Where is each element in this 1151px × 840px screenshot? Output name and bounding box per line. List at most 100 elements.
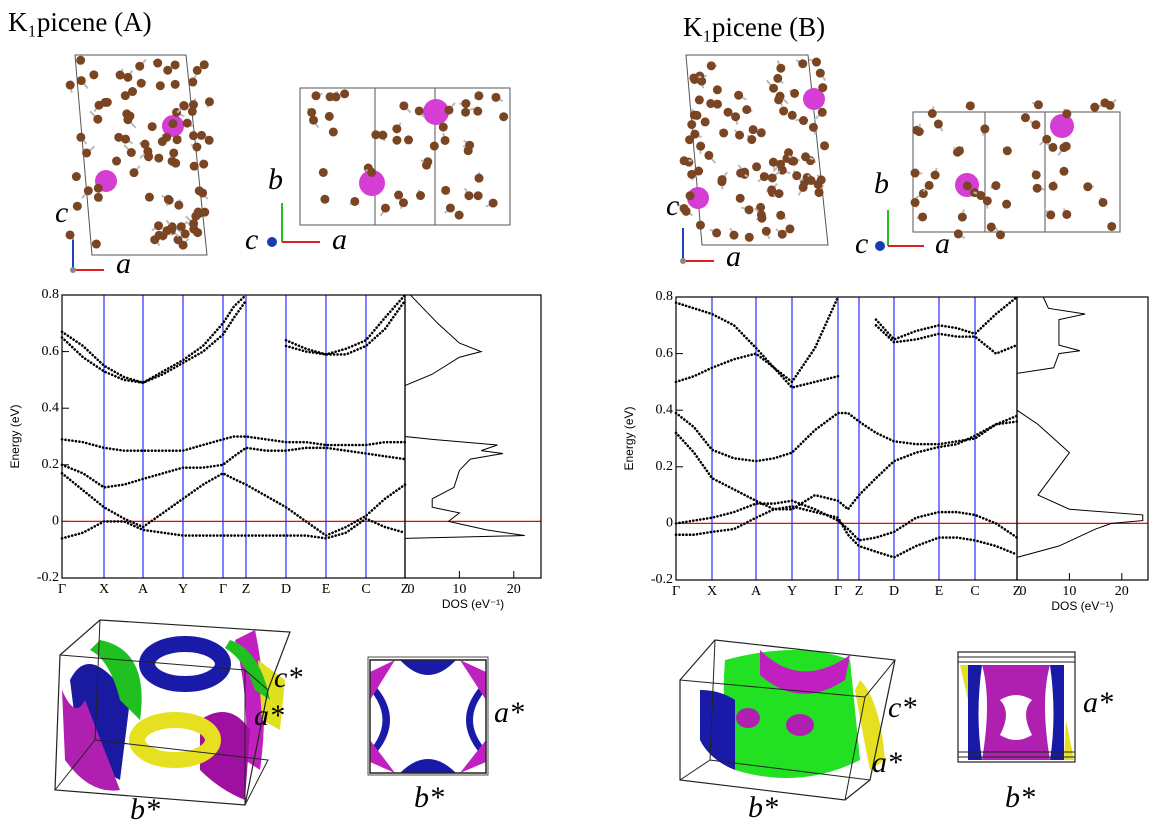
carbon-atom [719, 128, 729, 138]
axis-label: b* [414, 781, 444, 814]
carbon-atom [790, 88, 800, 98]
carbon-atom [965, 101, 975, 111]
y-axis-label: Energy (eV) [8, 404, 22, 468]
band [674, 420, 1019, 512]
axis-label: a [116, 247, 131, 280]
y-tick-label: 0.2 [656, 459, 674, 474]
carbon-atom [197, 130, 207, 140]
x-tick-label: Z [401, 582, 410, 597]
carbon-atom [976, 191, 986, 201]
carbon-atom [126, 148, 136, 158]
carbon-atom [394, 190, 404, 200]
plot-frame [675, 296, 1018, 581]
carbon-atom [792, 171, 802, 181]
carbon-atom [706, 61, 716, 71]
y-tick-label: 0.4 [656, 402, 674, 417]
carbon-atom [806, 175, 816, 185]
axis-label: b* [130, 793, 160, 826]
carbon-atom [454, 210, 464, 220]
carbon-atom [756, 128, 766, 138]
carbon-atom [163, 194, 173, 204]
carbon-atom [155, 81, 165, 91]
carbon-atom [687, 120, 697, 130]
carbon-atom [918, 189, 928, 199]
axis-origin [267, 237, 277, 247]
carbon-atom [1032, 183, 1042, 193]
carbon-atom [1059, 166, 1069, 176]
carbon-atom [473, 106, 483, 116]
carbon-atom [679, 204, 689, 214]
carbon-atom [729, 230, 739, 240]
carbon-atom [340, 89, 350, 99]
carbon-atom [189, 161, 199, 171]
carbon-atom [311, 91, 321, 101]
k-atom [423, 99, 449, 125]
axis-label: a* [1083, 686, 1113, 719]
y-tick-label: -0.2 [37, 570, 59, 585]
carbon-atom [685, 191, 695, 201]
carbon-atom [488, 198, 498, 208]
carbon-atom [204, 97, 214, 107]
x-tick-label: Z [242, 582, 251, 597]
carbon-atom [144, 192, 154, 202]
carbon-atom [153, 58, 163, 68]
k-atom [359, 170, 385, 196]
x-tick-label: Γ [219, 582, 227, 597]
carbon-atom [189, 131, 199, 141]
axis-triads [72, 203, 924, 271]
carbon-atom [162, 132, 172, 142]
x-tick-label: D [281, 582, 291, 597]
carbon-atom [170, 60, 180, 70]
carbon-atom [150, 235, 160, 245]
axis-label: c [855, 227, 868, 260]
carbon-atom [816, 175, 826, 185]
carbon-atom [774, 189, 784, 199]
carbon-atom [687, 169, 697, 179]
carbon-atom [817, 107, 827, 117]
carbon-atom [76, 76, 86, 86]
band [674, 295, 1019, 384]
carbon-atom [756, 202, 766, 212]
carbon-atom [927, 109, 937, 119]
carbon-atom [499, 112, 509, 122]
carbon-atom [798, 182, 808, 192]
band [674, 324, 1019, 390]
carbon-atom [416, 191, 426, 201]
carbon-atom [179, 101, 189, 111]
carbon-atom [768, 157, 778, 167]
carbon-atom [399, 101, 409, 111]
carbon-atom [182, 118, 192, 128]
carbon-atom [309, 115, 319, 125]
carbon-atom [756, 210, 766, 220]
y-tick-label: 0.6 [42, 344, 60, 359]
axis-label: a [726, 240, 741, 273]
carbon-atom [996, 230, 1006, 240]
fermi-surface [957, 651, 1076, 763]
band [60, 446, 407, 489]
carbon-atom [1002, 199, 1012, 209]
y-tick-label: 0.8 [656, 289, 674, 304]
carbon-atom [1083, 182, 1093, 192]
carbon-atom [801, 152, 811, 162]
carbon-atom [731, 112, 741, 122]
unit-cell [685, 54, 829, 246]
carbon-atom [777, 229, 787, 239]
carbon-atom [136, 78, 146, 88]
carbon-atom [169, 148, 179, 158]
carbon-atom [1105, 100, 1115, 110]
carbon-atom [700, 117, 710, 127]
carbon-atom [328, 127, 338, 137]
carbon-atom [120, 91, 130, 101]
carbon-atom [199, 159, 209, 169]
carbon-atom [798, 59, 808, 69]
carbon-atom [115, 70, 125, 80]
carbon-atom [1062, 209, 1072, 219]
carbon-atom [441, 185, 451, 195]
x-tick-label: Z [855, 584, 864, 599]
axis-label: a [935, 227, 950, 260]
carbon-atom [759, 172, 769, 182]
carbon-atom [1020, 113, 1030, 123]
carbon-atom [168, 119, 178, 129]
carbon-atom [689, 73, 699, 83]
x-tick-label: X [99, 582, 109, 597]
